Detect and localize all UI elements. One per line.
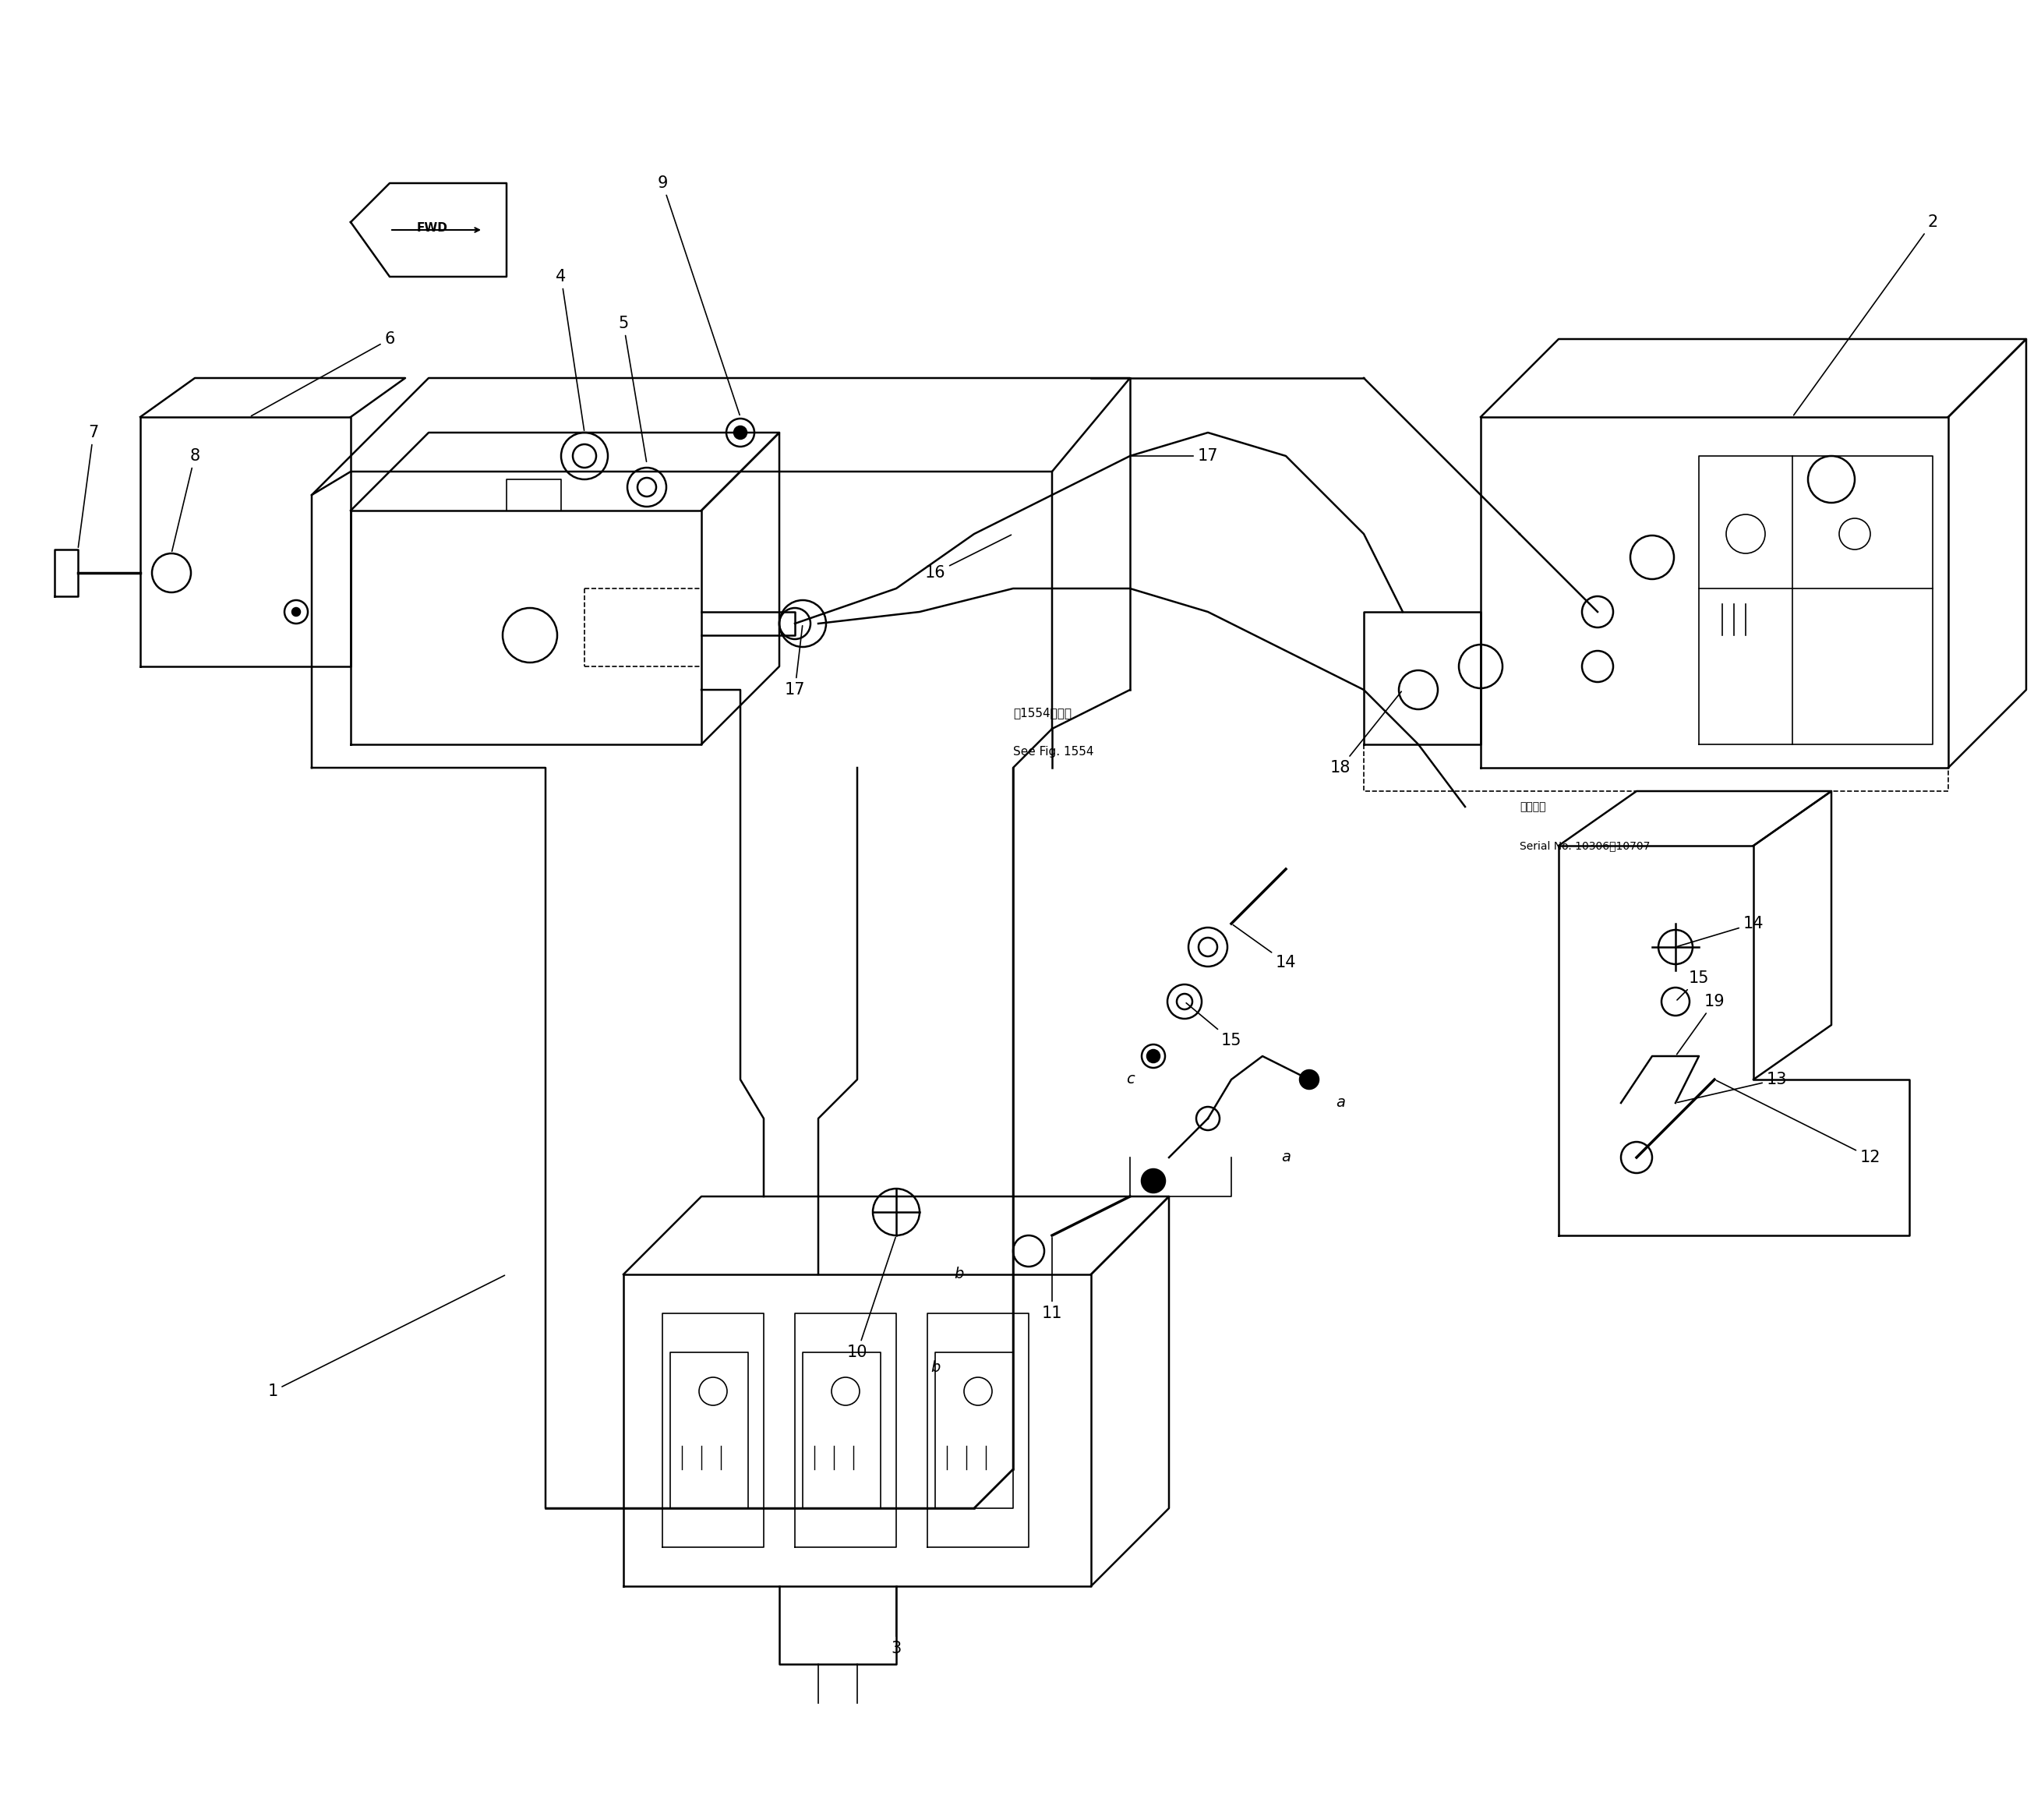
Text: FWD: FWD [416, 222, 449, 235]
Text: 11: 11 [1041, 1238, 1063, 1321]
Text: 17: 17 [784, 626, 806, 697]
Text: See Fig. 1554: See Fig. 1554 [1012, 746, 1094, 757]
Text: 8: 8 [171, 448, 200, 551]
Circle shape [735, 426, 747, 439]
Text: 6: 6 [251, 331, 394, 417]
Text: Serial No. 10306～10707: Serial No. 10306～10707 [1521, 841, 1649, 852]
Text: 7: 7 [78, 424, 98, 548]
Text: 19: 19 [1678, 994, 1725, 1054]
Text: 16: 16 [925, 535, 1010, 581]
Text: 第1554図参照: 第1554図参照 [1012, 708, 1072, 719]
Text: 14: 14 [1678, 915, 1763, 946]
Circle shape [292, 608, 300, 615]
Text: 3: 3 [892, 1589, 902, 1656]
Text: b: b [931, 1361, 941, 1376]
Text: 12: 12 [1716, 1081, 1880, 1165]
Text: 5: 5 [618, 315, 647, 462]
Text: 15: 15 [1186, 1003, 1241, 1048]
Text: 9: 9 [657, 175, 739, 415]
Circle shape [1147, 1050, 1159, 1063]
Text: c: c [1127, 1072, 1135, 1087]
Text: 4: 4 [555, 269, 584, 431]
Text: 1: 1 [267, 1276, 504, 1400]
Text: 17: 17 [1133, 448, 1218, 464]
Text: 10: 10 [847, 1238, 896, 1360]
Text: 適用号機: 適用号機 [1521, 801, 1545, 812]
Text: 13: 13 [1678, 1072, 1788, 1103]
Text: 15: 15 [1678, 970, 1708, 999]
Circle shape [1141, 1168, 1165, 1192]
Text: a: a [1335, 1096, 1345, 1110]
Text: b: b [953, 1267, 963, 1281]
Circle shape [1300, 1070, 1318, 1088]
Text: 18: 18 [1331, 692, 1402, 775]
Text: 2: 2 [1794, 215, 1937, 415]
Text: 14: 14 [1233, 925, 1296, 970]
Text: a: a [1282, 1150, 1290, 1165]
